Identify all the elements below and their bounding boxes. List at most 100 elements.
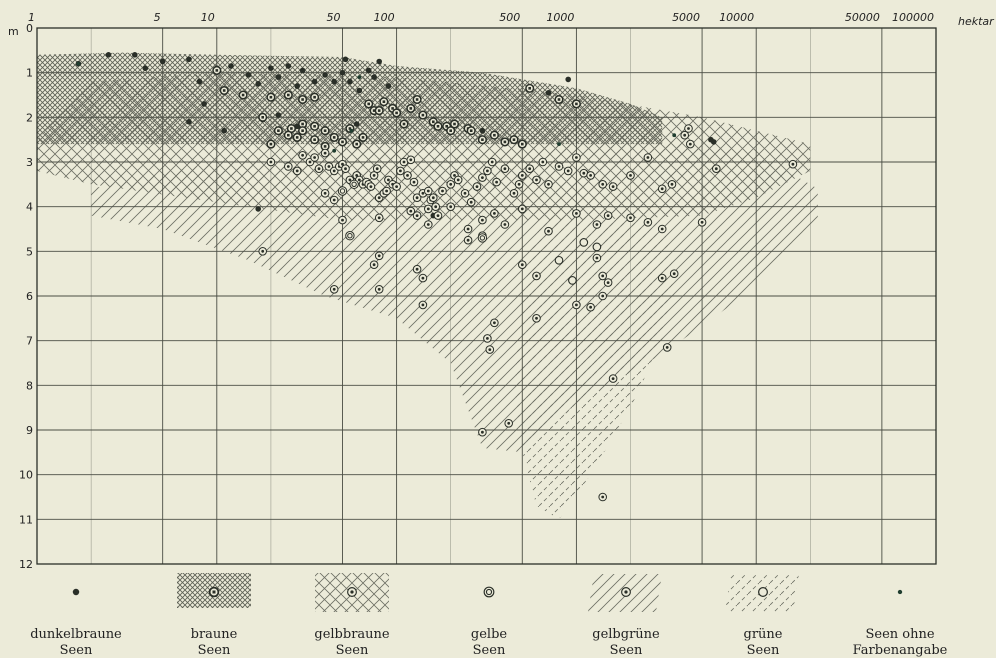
- center-dot: [624, 590, 628, 594]
- data-point: [697, 218, 707, 227]
- grid-layer: [36, 27, 937, 565]
- center-dot: [469, 200, 473, 204]
- legend-label-line2: Seen: [336, 643, 369, 658]
- center-dot: [660, 276, 664, 280]
- data-point: [255, 206, 261, 212]
- center-dot: [377, 287, 381, 291]
- ring: [568, 276, 577, 285]
- center-dot: [415, 196, 419, 200]
- data-point: [219, 85, 229, 96]
- center-dot: [601, 495, 605, 499]
- data-point: [283, 162, 293, 171]
- data-point: [557, 142, 561, 146]
- center-square: [521, 142, 524, 146]
- data-point: [352, 139, 362, 149]
- data-point: [669, 269, 679, 279]
- data-point: [357, 75, 362, 79]
- data-point: [565, 76, 571, 83]
- data-point: [418, 273, 428, 283]
- center-dot: [606, 281, 610, 284]
- center-square: [222, 89, 226, 92]
- center-square: [528, 87, 531, 90]
- dot-filled: [322, 72, 328, 78]
- data-point: [310, 121, 320, 131]
- dot-filled: [142, 65, 149, 71]
- center-dot: [344, 167, 347, 171]
- center-dot: [575, 212, 578, 215]
- center-dot: [517, 182, 521, 186]
- data-point: [412, 211, 422, 220]
- center-dot: [700, 220, 704, 224]
- data-point: [586, 171, 595, 180]
- x-tick-label: 10000: [719, 11, 754, 24]
- data-point: [592, 253, 602, 263]
- center-square: [261, 116, 264, 119]
- dot-filled: [347, 78, 353, 85]
- legend-label-line2: Seen: [747, 643, 780, 658]
- center-dot: [541, 160, 545, 164]
- center-dot: [665, 346, 669, 349]
- data-point: [545, 90, 552, 96]
- data-point: [201, 101, 207, 107]
- data-point: [412, 94, 422, 105]
- center-dot: [611, 377, 615, 380]
- center-dot: [426, 189, 430, 193]
- data-point: [342, 56, 349, 63]
- center-dot: [332, 169, 336, 173]
- data-point: [572, 209, 581, 218]
- center-dot: [646, 156, 650, 159]
- dot-filled: [186, 56, 192, 63]
- data-point: [500, 164, 510, 173]
- dot-filled: [331, 78, 337, 85]
- center-square: [323, 129, 327, 132]
- center-dot: [791, 162, 795, 166]
- center-dot: [575, 303, 578, 307]
- center-square: [503, 140, 507, 144]
- data-point: [626, 171, 635, 180]
- data-point: [428, 193, 438, 202]
- data-point: [329, 284, 339, 294]
- y-tick-label: 4: [26, 201, 33, 214]
- data-point: [245, 72, 252, 78]
- data-point: [626, 213, 635, 223]
- inner-ring: [339, 188, 346, 194]
- center-dot: [323, 191, 327, 195]
- center-dot: [503, 223, 507, 226]
- center-dot: [611, 185, 615, 188]
- center-dot: [520, 207, 524, 211]
- data-point: [483, 586, 495, 598]
- center-dot: [660, 187, 664, 191]
- legend-label-line1: gelbe: [471, 627, 507, 642]
- series-2: [212, 65, 581, 151]
- data-point: [568, 276, 577, 285]
- series-6: [554, 238, 602, 285]
- dot-filled: [132, 52, 138, 58]
- center-dot: [520, 263, 524, 267]
- center-square: [277, 129, 280, 132]
- center-square: [391, 107, 394, 110]
- data-point: [212, 65, 222, 75]
- data-point: [358, 132, 368, 142]
- data-point: [320, 189, 330, 198]
- center-square: [313, 138, 316, 141]
- data-point: [266, 139, 276, 149]
- ring: [757, 586, 769, 598]
- center-dot: [672, 272, 676, 276]
- data-point: [255, 81, 261, 87]
- data-point: [572, 300, 581, 310]
- outer-ring: [337, 186, 348, 196]
- center-dot: [629, 216, 632, 220]
- center-square: [323, 145, 327, 148]
- legend-label-line1: gelbbraune: [314, 627, 390, 642]
- data-point: [275, 74, 282, 80]
- center-dot: [481, 176, 484, 179]
- data-point: [338, 215, 347, 225]
- data-point: [489, 130, 499, 140]
- center-dot: [286, 165, 290, 168]
- center-dot: [377, 196, 381, 200]
- data-point: [517, 171, 527, 180]
- center-square: [332, 136, 336, 139]
- data-point: [579, 238, 589, 247]
